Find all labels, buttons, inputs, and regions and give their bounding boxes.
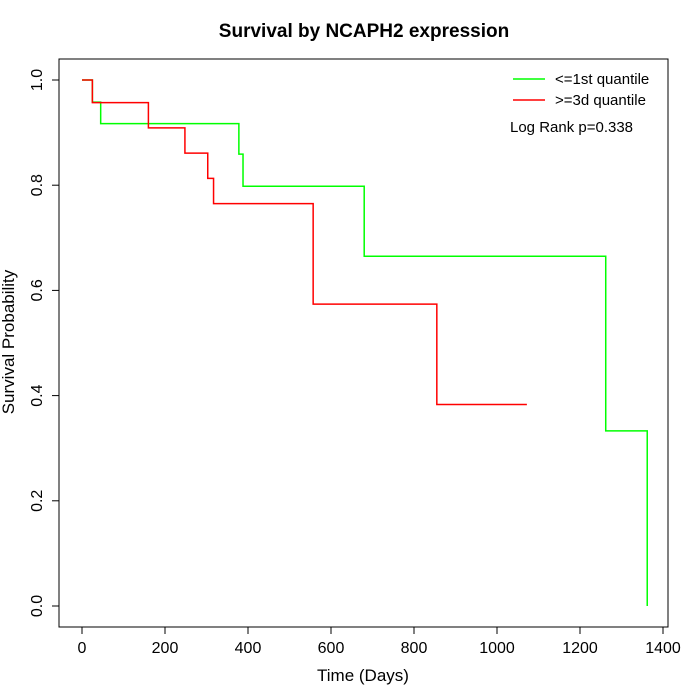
y-tick-label: 0.8 [29,174,46,196]
y-axis: 0.0 0.2 0.4 0.6 0.8 1.0 [29,69,60,617]
y-tick-label: 0.0 [29,595,46,617]
x-axis: 0 200 400 600 800 1000 1200 1400 [78,626,681,657]
plot-frame [58,58,669,628]
x-tick-label: 1400 [645,640,681,657]
y-tick-label: 1.0 [29,69,46,91]
y-tick-label: 0.2 [29,490,46,512]
x-tick-label: 200 [152,640,179,657]
survival-curve-high [82,79,527,406]
x-tick-label: 600 [318,640,345,657]
y-axis-label: Survival Probability [0,269,18,414]
legend-label-low: <=1st quantile [555,71,649,88]
legend: <=1st quantile >=3d quantile [513,71,649,109]
x-tick-label: 400 [235,640,262,657]
x-tick-label: 1000 [479,640,515,657]
chart-title: Survival by NCAPH2 expression [219,21,509,42]
legend-label-high: >=3d quantile [555,92,646,109]
y-tick-label: 0.4 [29,384,46,406]
x-axis-label: Time (Days) [317,666,409,685]
series-layer [82,79,648,606]
y-tick-label: 0.6 [29,279,46,301]
x-tick-label: 1200 [562,640,598,657]
log-rank-annotation: Log Rank p=0.338 [510,119,633,136]
x-tick-label: 0 [78,640,87,657]
survival-curve-low [82,79,648,606]
x-tick-label: 800 [401,640,428,657]
